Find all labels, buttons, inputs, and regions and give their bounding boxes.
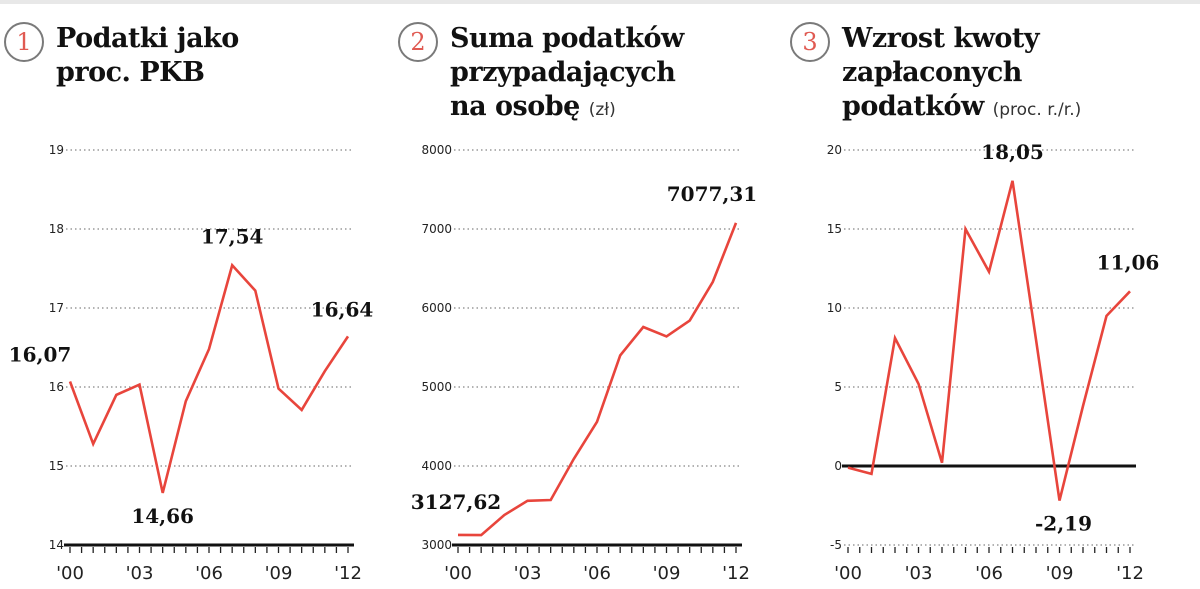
chart-title: Suma podatków przypadających na osobę (z… — [450, 22, 780, 127]
line-chart: 3000 4000 5000 6000 7000 8000 '00 '03 '06 '09 '12 3… — [411, 143, 757, 584]
chart-number-badge: 1 — [4, 22, 44, 62]
x-tick-label: '03 — [126, 563, 154, 584]
line-chart: -5 0 5 10 15 20 '00 '03 '06 '09 '12 18,05 -2,19 11,06 — [827, 140, 1160, 584]
series-line — [457, 222, 738, 537]
y-tick-label: 16 — [49, 380, 64, 394]
y-tick-label: 10 — [827, 301, 842, 315]
x-tick-label: '03 — [514, 563, 542, 584]
chart-title-line: Wzrost kwoty — [842, 23, 1040, 54]
chart-title-line: podatków (proc. r./r.) — [842, 90, 1172, 127]
data-label: 17,54 — [201, 224, 264, 248]
data-label: 7077,31 — [667, 182, 757, 206]
x-tick-label: '12 — [722, 563, 750, 584]
chart-title-line: Podatki jako — [56, 23, 239, 54]
y-tick-label: 4000 — [421, 459, 452, 473]
y-tick-label: 20 — [827, 143, 842, 157]
chart-panel-3: 3 Wzrost kwoty zapłaconych podatków (pro… — [790, 0, 1196, 589]
chart-title-line: Suma podatków — [450, 23, 684, 54]
line-chart: 14 15 16 17 18 19 '00 '03 '06 '09 '12 16,07 14,66 17,… — [9, 143, 374, 584]
x-tick-label: '00 — [56, 563, 84, 584]
y-tick-label: 7000 — [421, 222, 452, 236]
y-tick-label: 5000 — [421, 380, 452, 394]
chart-unit: (zł) — [588, 100, 616, 120]
chart-title-line: na osobę (zł) — [450, 90, 780, 127]
series-line — [847, 180, 1131, 501]
chart-number-badge: 3 — [790, 22, 830, 62]
x-tick-label: '12 — [334, 563, 362, 584]
x-tick-label: '03 — [905, 563, 933, 584]
data-label: 14,66 — [131, 504, 194, 528]
x-tick-label: '09 — [653, 563, 681, 584]
chart-title-line-text: na osobę — [450, 91, 580, 122]
y-tick-label: 0 — [834, 459, 842, 473]
x-tick-label: '12 — [1116, 563, 1144, 584]
chart-unit: (proc. r./r.) — [992, 100, 1082, 120]
chart-title: Podatki jako proc. PKB — [56, 22, 386, 90]
data-label: 18,05 — [981, 140, 1044, 164]
data-label: 16,64 — [311, 297, 374, 321]
y-tick-label: 17 — [49, 301, 64, 315]
y-tick-label: 15 — [49, 459, 64, 473]
x-tick-label: '09 — [265, 563, 293, 584]
x-tick-label: '06 — [583, 563, 611, 584]
chart-number-badge: 2 — [398, 22, 438, 62]
x-tick-label: '00 — [444, 563, 472, 584]
x-tick-label: '06 — [195, 563, 223, 584]
data-label: 3127,62 — [411, 490, 501, 514]
x-tick-label: '09 — [1046, 563, 1074, 584]
chart-title: Wzrost kwoty zapłaconych podatków (proc.… — [842, 22, 1172, 127]
x-tick-label: '06 — [975, 563, 1003, 584]
data-label: 11,06 — [1097, 250, 1160, 274]
chart-panel-1: 1 Podatki jako proc. PKB 14 15 16 17 18 19 '00… — [4, 0, 394, 589]
y-tick-label: 19 — [49, 143, 64, 157]
chart-title-line: przypadających — [450, 57, 676, 88]
data-label: -2,19 — [1035, 512, 1092, 536]
chart-title-line: zapłaconych — [842, 57, 1022, 88]
y-tick-label: 8000 — [421, 143, 452, 157]
y-tick-label: 6000 — [421, 301, 452, 315]
chart-title-line: proc. PKB — [56, 57, 205, 88]
y-tick-label: 15 — [827, 222, 842, 236]
data-label: 16,07 — [9, 342, 72, 366]
chart-panel-2: 2 Suma podatków przypadających na osobę … — [398, 0, 788, 589]
top-rule — [0, 0, 1200, 4]
y-tick-label: 14 — [49, 538, 64, 552]
x-tick-label: '00 — [834, 563, 862, 584]
series-line — [68, 262, 350, 494]
y-tick-label: 18 — [49, 222, 64, 236]
chart-title-line-text: podatków — [842, 91, 984, 122]
y-tick-label: 3000 — [421, 538, 452, 552]
y-tick-label: -5 — [830, 538, 842, 552]
y-tick-label: 5 — [834, 380, 842, 394]
